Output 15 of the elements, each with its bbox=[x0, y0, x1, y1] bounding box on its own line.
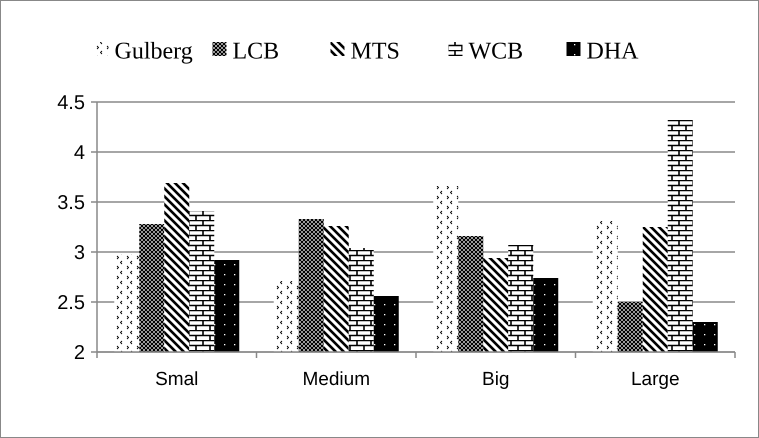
y-tick-label: 2.5 bbox=[57, 292, 85, 314]
y-tick-label: 3 bbox=[74, 242, 85, 264]
legend-label: MTS bbox=[350, 38, 400, 64]
legend-label: DHA bbox=[586, 38, 640, 64]
x-tick-label: Medium bbox=[302, 369, 370, 390]
y-tick-label: 3.5 bbox=[57, 192, 85, 214]
legend-label: Gulberg bbox=[114, 38, 193, 64]
x-tick-label: Big bbox=[482, 369, 510, 390]
x-tick-label: Smal bbox=[155, 369, 198, 390]
y-tick-label: 4 bbox=[74, 142, 85, 164]
x-tick-label: Large bbox=[630, 369, 680, 390]
legend-label: LCB bbox=[232, 38, 280, 64]
legend-label: WCB bbox=[468, 38, 524, 64]
y-tick-label: 2 bbox=[74, 342, 85, 364]
y-tick-label: 4.5 bbox=[57, 92, 85, 114]
